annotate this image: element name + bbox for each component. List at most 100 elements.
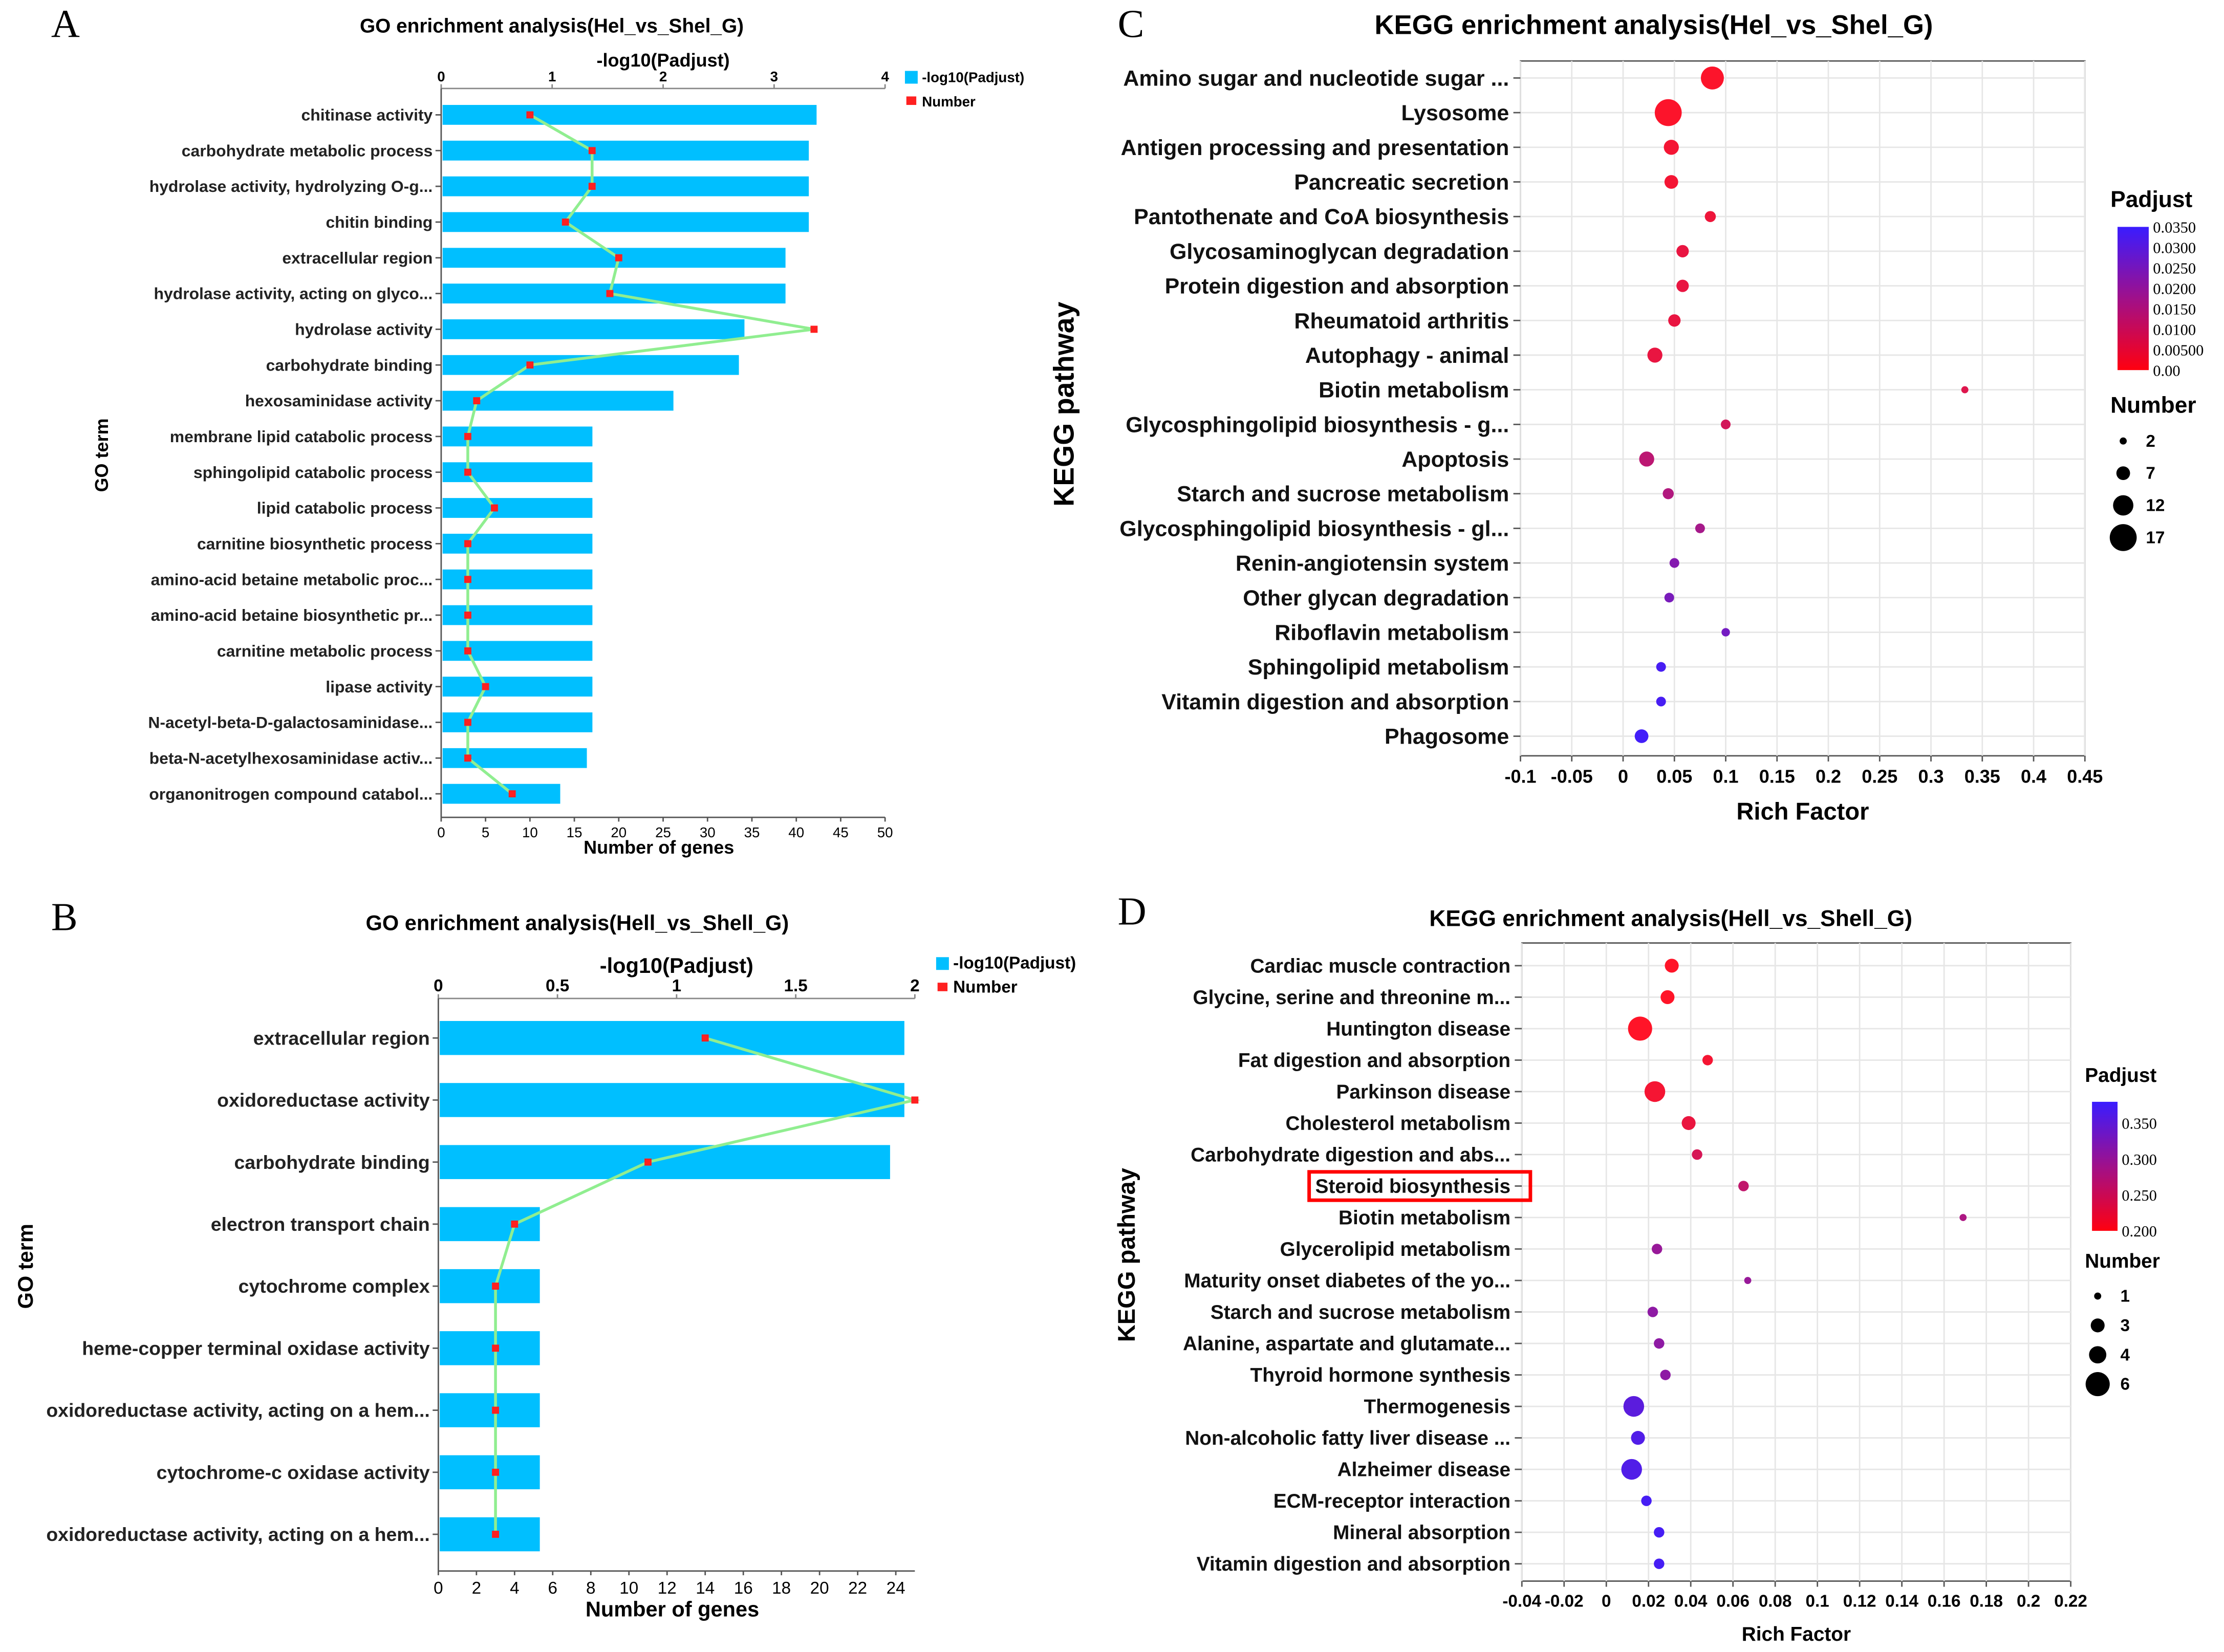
bubble xyxy=(1654,1338,1665,1349)
bottom-tick-label: 45 xyxy=(833,824,849,840)
panel-label-c: C xyxy=(1118,2,1145,46)
pathway-label: Non-alcoholic fatty liver disease ... xyxy=(1185,1427,1510,1449)
pathway-label: Carbohydrate digestion and abs... xyxy=(1191,1144,1510,1166)
bottom-tick-label: 6 xyxy=(548,1579,557,1598)
pathway-label: Biotin metabolism xyxy=(1319,378,1509,403)
bar xyxy=(442,248,786,268)
top-tick-label: 2 xyxy=(659,69,667,84)
pathway-label: Glycerolipid metabolism xyxy=(1280,1238,1510,1260)
top-tick-label: 2 xyxy=(910,976,919,995)
bottom-tick-label: 22 xyxy=(848,1579,867,1598)
size-legend-label: 12 xyxy=(2146,496,2165,515)
bottom-tick-label: 10 xyxy=(522,824,538,840)
size-legend-label: 7 xyxy=(2146,464,2155,483)
category-label: electron transport chain xyxy=(211,1213,430,1235)
x-tick-label: 0.22 xyxy=(2054,1592,2087,1611)
x-tick-label: 0.08 xyxy=(1759,1592,1792,1611)
bar xyxy=(440,1517,540,1552)
bottom-tick-label: 12 xyxy=(658,1579,677,1598)
size-legend-circle xyxy=(2113,495,2133,516)
category-label: carnitine metabolic process xyxy=(217,642,433,660)
color-bar-tick-label: 0.0150 xyxy=(2153,300,2196,318)
category-label: chitinase activity xyxy=(301,106,433,124)
bottom-tick-label: 40 xyxy=(788,824,804,840)
bubble xyxy=(1665,959,1679,973)
legend-swatch-padjust xyxy=(904,71,918,84)
size-legend-label: 6 xyxy=(2121,1375,2130,1394)
category-label: sphingolipid catabolic process xyxy=(193,463,433,482)
size-legend-label: 4 xyxy=(2121,1345,2130,1364)
bubble xyxy=(1628,1016,1652,1041)
number-marker xyxy=(810,325,818,333)
pathway-label: Mineral absorption xyxy=(1333,1522,1510,1544)
pathway-label: Cholesterol metabolism xyxy=(1285,1113,1510,1135)
size-legend-circle xyxy=(2116,466,2130,481)
bottom-tick-label: 35 xyxy=(744,824,760,840)
plot-area xyxy=(1520,60,2086,757)
number-marker xyxy=(701,1034,709,1042)
size-legend-circle xyxy=(2109,524,2137,551)
y-axis-label: KEGG pathway xyxy=(1048,301,1080,506)
number-marker xyxy=(615,254,622,262)
bottom-tick-label: 20 xyxy=(611,824,627,840)
pathway-label: Phagosome xyxy=(1385,725,1509,749)
color-bar-tick-label: 0.00500 xyxy=(2153,341,2204,359)
bar xyxy=(442,176,809,197)
plot-area xyxy=(1521,942,2071,1582)
number-marker xyxy=(464,432,471,440)
go-bar-chart-a: GO enrichment analysis(Hel_vs_Shel_G) -lo… xyxy=(91,15,1024,858)
top-tick-label: 1 xyxy=(672,976,681,995)
x-tick-label: 0.16 xyxy=(1928,1592,1961,1611)
highlight-box xyxy=(1307,1170,1532,1202)
bubble xyxy=(1644,1081,1666,1102)
pathway-label: Glycosphingolipid biosynthesis - gl... xyxy=(1119,516,1509,541)
bubble xyxy=(1669,558,1679,568)
bubble xyxy=(1681,1116,1696,1131)
x-tick-label: 0.1 xyxy=(1806,1592,1829,1611)
pathway-label: Starch and sucrose metabolism xyxy=(1177,482,1509,507)
legend-swatch-number xyxy=(906,96,917,105)
number-marker xyxy=(508,790,516,798)
color-legend-title: Padjust xyxy=(2085,1064,2156,1086)
number-marker xyxy=(588,183,596,190)
size-legend-circle xyxy=(2085,1372,2110,1397)
number-marker xyxy=(482,683,489,690)
number-marker xyxy=(464,754,471,762)
bar xyxy=(442,784,560,804)
bar xyxy=(442,140,809,161)
bubble xyxy=(1664,175,1678,189)
pathway-label: Autophagy - animal xyxy=(1305,343,1509,368)
number-marker xyxy=(464,468,471,476)
bar xyxy=(440,1207,540,1242)
category-label: carbohydrate binding xyxy=(266,356,433,374)
bubble xyxy=(1676,245,1689,257)
x-tick-label: -0.02 xyxy=(1545,1592,1584,1611)
color-bar-tick-label: 0.0200 xyxy=(2153,280,2196,297)
color-bar-tick-label: 0.0250 xyxy=(2153,259,2196,277)
pathway-label: Renin-angiotensin system xyxy=(1236,551,1509,576)
bubble xyxy=(1656,697,1666,707)
bar xyxy=(440,1455,540,1490)
bubble xyxy=(1641,1495,1652,1506)
category-label: oxidoreductase activity xyxy=(217,1090,430,1111)
size-legend-circle xyxy=(2094,1292,2102,1300)
bottom-tick-label: 8 xyxy=(586,1579,595,1598)
pathway-label: Glycosaminoglycan degradation xyxy=(1170,240,1509,264)
chart-title: GO enrichment analysis(Hell_vs_Shell_G) xyxy=(366,911,789,935)
bubble xyxy=(1664,140,1679,155)
color-bar xyxy=(2092,1101,2118,1231)
bar xyxy=(442,390,674,411)
x-tick-label: 0.05 xyxy=(1656,766,1692,787)
pathway-label: Huntington disease xyxy=(1326,1018,1510,1040)
color-bar-tick-label: 0.200 xyxy=(2122,1223,2157,1240)
pathway-label: Steroid biosynthesis xyxy=(1315,1176,1510,1198)
category-label: beta-N-acetylhexosaminidase activ... xyxy=(149,749,433,767)
category-label: hydrolase activity, acting on glyco... xyxy=(154,285,433,303)
pathway-label: Apoptosis xyxy=(1401,447,1509,472)
x-tick-label: 0.3 xyxy=(1918,766,1944,787)
top-tick-label: 3 xyxy=(770,69,778,84)
bubble xyxy=(1654,99,1682,126)
number-marker xyxy=(511,1220,519,1228)
x-tick-label: 0.4 xyxy=(2021,766,2046,787)
bar xyxy=(442,105,817,125)
